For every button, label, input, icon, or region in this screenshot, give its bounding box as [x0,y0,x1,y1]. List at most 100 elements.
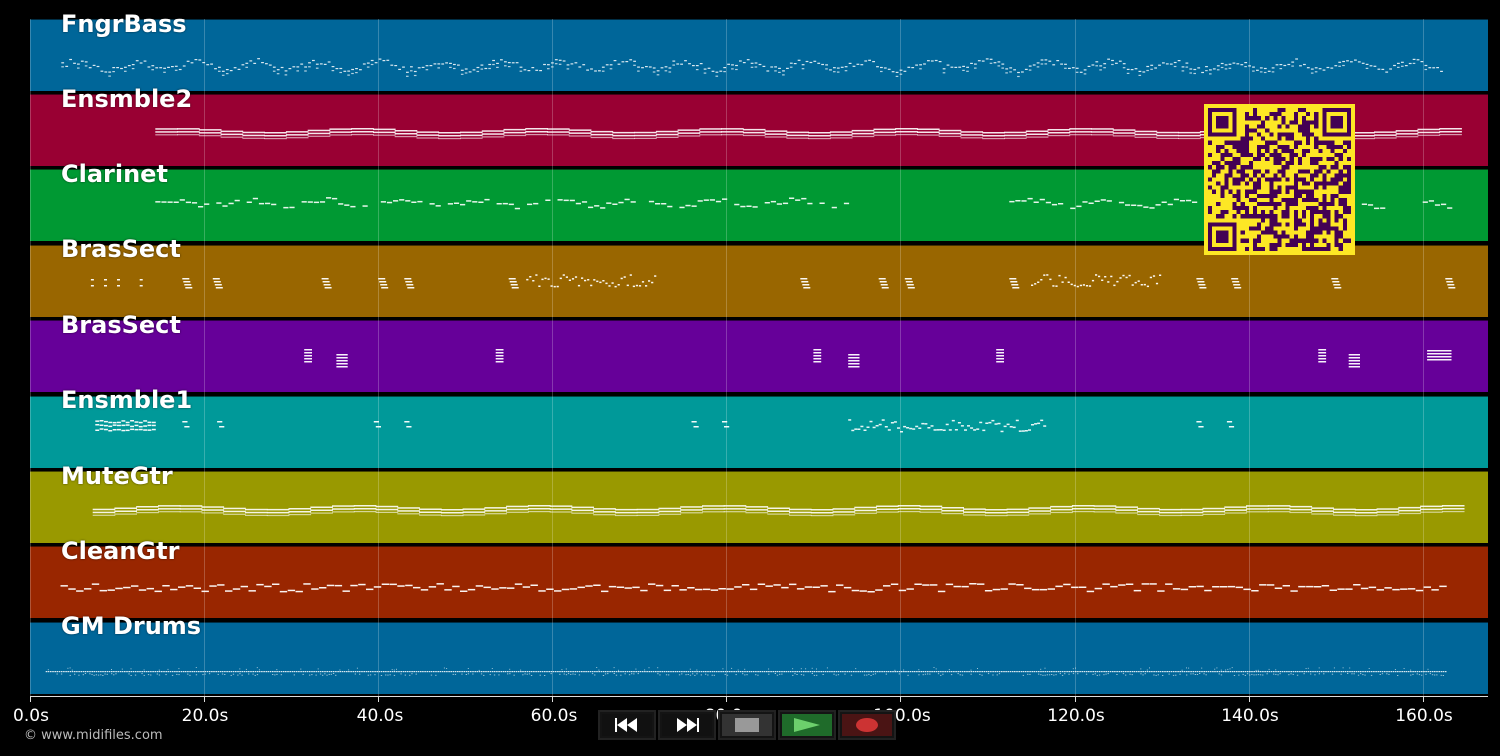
midi-note [880,284,888,286]
midi-note [655,133,679,136]
stop-button[interactable] [718,710,776,740]
midi-note [495,361,504,363]
midi-note [1159,671,1162,673]
midi-note [722,198,728,200]
midi-note [130,428,134,431]
midi-note [571,509,594,512]
midi-note [1033,671,1036,673]
midi-note [782,70,785,72]
midi-note [723,505,747,507]
midi-note [620,674,622,676]
midi-note [182,671,185,673]
midi-note [1291,65,1294,67]
midi-note [998,673,1001,675]
midi-note [897,427,900,429]
midi-note [1193,72,1196,75]
midi-note [1142,674,1144,676]
midi-note [134,674,137,676]
track-lane[interactable] [30,396,1488,468]
midi-note [774,70,777,72]
midi-note [88,67,92,69]
midi-note [112,421,117,424]
midi-note [1301,671,1303,673]
midi-note [905,671,907,673]
track-lane[interactable] [30,622,1488,694]
midi-note [176,671,178,673]
midi-note [585,585,593,587]
midi-note [1212,68,1216,70]
midi-note [245,671,248,673]
track-lane[interactable] [30,320,1488,392]
midi-note [1447,284,1455,286]
midi-note [659,674,661,676]
midi-note [829,671,831,673]
midi-note [1380,207,1386,209]
midi-note [155,128,178,130]
midi-note [626,671,629,673]
midi-note [99,589,107,592]
midi-note [1017,71,1020,74]
midi-note [632,586,640,589]
midi-note [1000,588,1008,590]
track-lane[interactable] [30,19,1488,91]
midi-note [1201,671,1203,673]
midi-note [362,205,368,207]
midi-note [601,590,609,593]
midi-note [1257,671,1260,673]
midi-note [366,66,370,68]
midi-note [1094,587,1102,590]
midi-note [549,511,573,513]
midi-note [1311,513,1334,515]
rewind-button[interactable] [598,710,656,740]
fast-forward-button[interactable] [658,710,716,740]
midi-note [699,134,722,136]
midi-note [1055,671,1057,673]
midi-note [1243,588,1251,591]
midi-note [982,429,986,432]
midi-note [97,671,100,673]
midi-note [233,67,237,69]
midi-note [1436,674,1438,676]
track-lane[interactable] [30,471,1488,543]
midi-note [336,357,348,359]
midi-note [138,589,147,591]
midi-note [1069,131,1092,133]
midi-note [568,135,592,137]
midi-note [1128,274,1131,277]
midi-note [378,58,382,60]
midi-note [139,279,143,281]
record-button[interactable] [838,710,896,740]
play-button[interactable] [778,710,836,740]
midi-note [707,671,709,673]
midi-note [938,129,962,132]
midi-note [483,671,485,673]
midi-note [1012,426,1016,429]
midi-note [303,583,311,585]
midi-note [681,671,683,673]
midi-note [1050,511,1073,514]
midi-note [892,671,894,673]
midi-note [1348,363,1360,365]
midi-note [404,671,407,673]
midi-note [1347,673,1349,674]
midi-note [924,673,927,675]
midi-note [1111,63,1114,66]
midi-note [919,68,922,70]
midi-note [344,204,350,206]
midi-note [201,506,225,508]
midi-note [393,671,396,673]
midi-note [330,673,332,675]
track-lane[interactable] [30,546,1488,618]
midi-note [655,203,661,205]
midi-note [768,671,770,673]
midi-note [1162,62,1165,64]
midi-note [648,66,652,68]
midi-note [1224,68,1228,70]
midi-note [692,65,695,67]
midi-note [416,134,440,136]
midi-note [1190,671,1192,673]
midi-note [909,427,913,430]
midi-note [1180,511,1204,514]
track-lane[interactable] [30,245,1488,317]
midi-note [406,284,414,286]
